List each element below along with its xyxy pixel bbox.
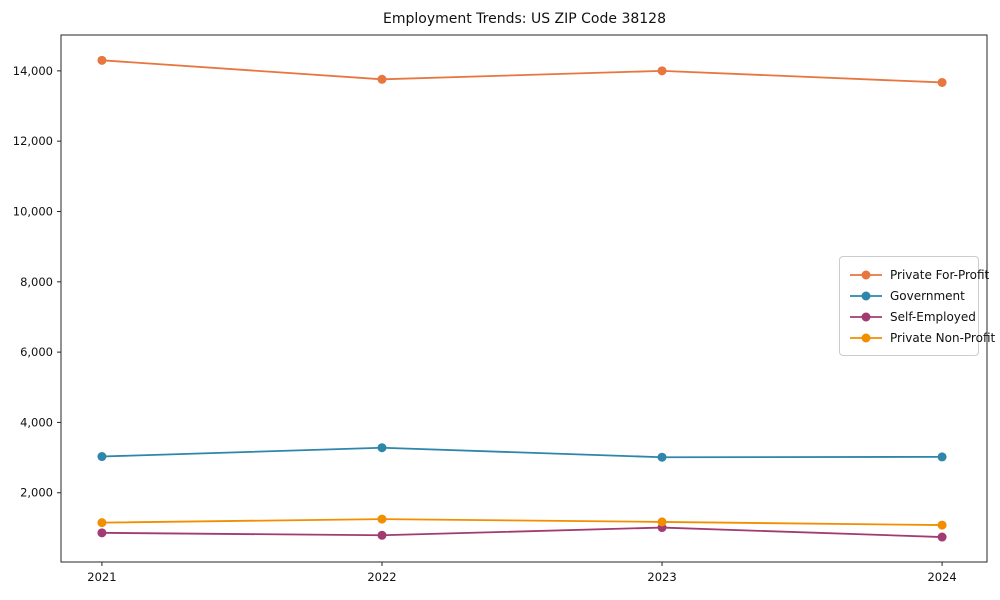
data-point-marker [97,55,107,65]
y-tick-label: 8,000 [20,275,53,289]
legend-swatch-icon [850,291,882,300]
x-tick-label: 2024 [927,570,956,584]
y-tick-label: 10,000 [13,204,53,218]
legend-item: Private Non-Profit [849,327,995,348]
data-point-marker [97,452,107,462]
y-tick-label: 2,000 [20,486,53,500]
legend-item-label: Government [890,288,965,303]
data-point-marker [97,528,107,538]
legend-item-label: Private Non-Profit [890,330,996,345]
legend: Private For-Profit Government Self-Employe… [839,256,995,356]
data-point-marker [657,452,667,462]
y-tick-label: 12,000 [13,134,53,148]
series-line [101,526,943,538]
data-point-marker [377,443,387,453]
series-line [101,59,943,84]
series-line [101,518,943,526]
data-point-marker [377,514,387,524]
data-point-marker [937,520,947,530]
data-point-marker [97,518,107,528]
legend-item-label: Private For-Profit [890,267,990,282]
legend-item-label: Self-Employed [890,309,976,324]
legend-swatch-icon [850,333,882,342]
data-point-marker [377,530,387,540]
y-tick-label: 6,000 [20,345,53,359]
data-point-marker [657,517,667,527]
legend-swatch-icon [850,312,882,321]
legend-item: Government [849,285,969,306]
plot-border [60,34,988,563]
data-point-marker [657,66,667,76]
x-tick-label: 2021 [87,570,116,584]
x-tick-label: 2022 [367,570,396,584]
y-tick-label: 14,000 [13,64,53,78]
y-tick-label: 4,000 [20,415,53,429]
x-tick-label: 2023 [647,570,676,584]
data-point-marker [937,452,947,462]
data-point-marker [937,532,947,542]
legend-item: Self-Employed [849,306,976,327]
data-point-marker [937,77,947,87]
chart-title: Employment Trends: US ZIP Code 38128 [383,11,666,27]
series-line [101,446,943,459]
legend-item: Private For-Profit [849,264,989,285]
data-point-marker [377,74,387,84]
legend-swatch-icon [850,270,882,279]
